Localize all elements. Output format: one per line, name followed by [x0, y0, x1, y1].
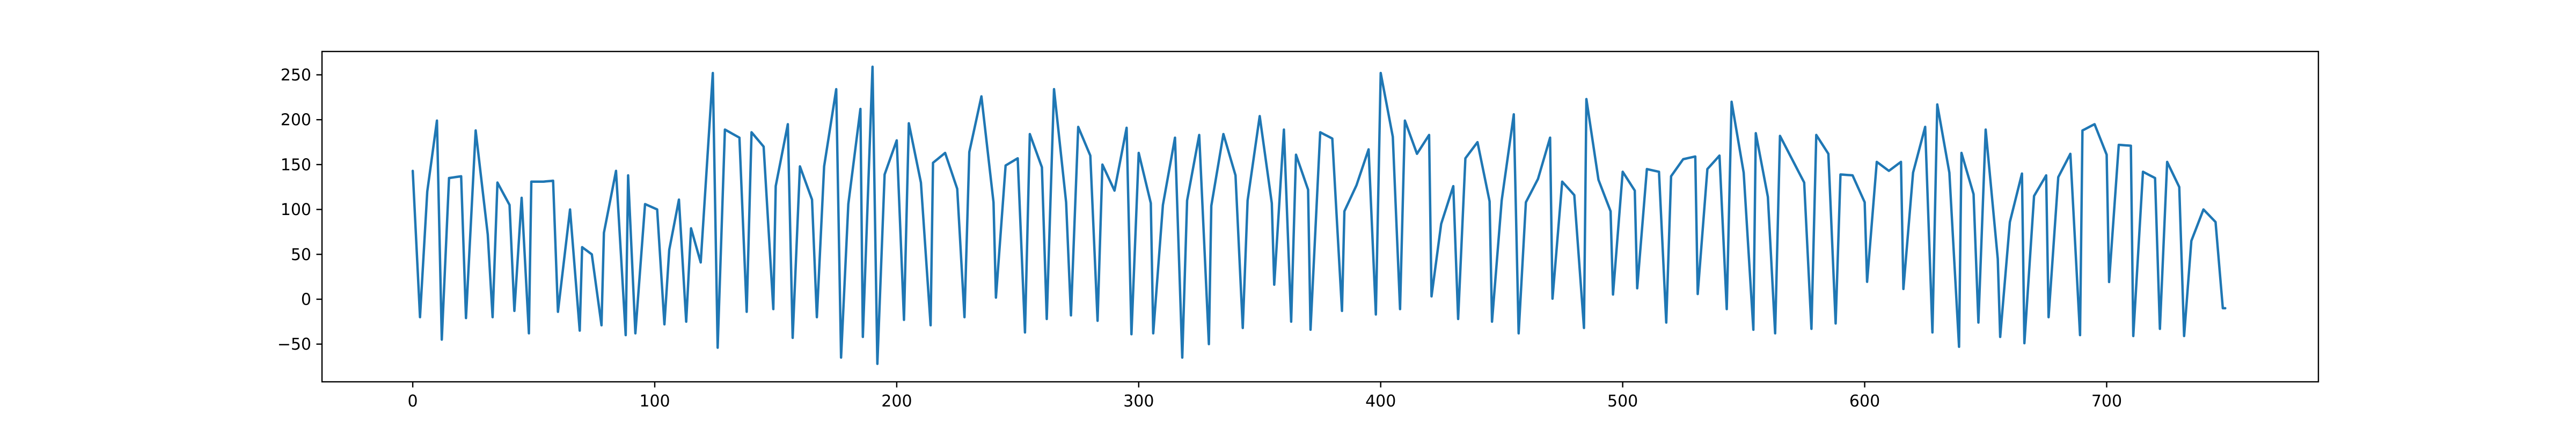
x-tick-label-0: 0 — [408, 392, 418, 411]
y-tick-label-250: 250 — [281, 66, 311, 85]
y-tick-label-200: 200 — [281, 111, 311, 130]
y-tick-label--50: −50 — [277, 335, 311, 354]
x-tick-label-100: 100 — [639, 392, 670, 411]
axes: 0 100 200 300 400 500 600 700 −50 0 50 100 150 200 250 — [277, 50, 2319, 411]
x-tick-label-700: 700 — [2091, 392, 2122, 411]
x-tick-label-200: 200 — [881, 392, 912, 411]
y-tick-label-150: 150 — [281, 156, 311, 174]
y-tick-label-100: 100 — [281, 201, 311, 219]
y-tick-label-50: 50 — [291, 246, 311, 264]
plot-area — [411, 65, 2227, 365]
series-line-0 — [411, 65, 2227, 365]
x-tick-label-300: 300 — [1123, 392, 1154, 411]
x-tick-label-400: 400 — [1365, 392, 1396, 411]
y-tick-label-0: 0 — [301, 291, 311, 309]
x-tick-label-600: 600 — [1849, 392, 1880, 411]
axes-frame — [321, 50, 2319, 383]
x-tick-label-500: 500 — [1607, 392, 1638, 411]
